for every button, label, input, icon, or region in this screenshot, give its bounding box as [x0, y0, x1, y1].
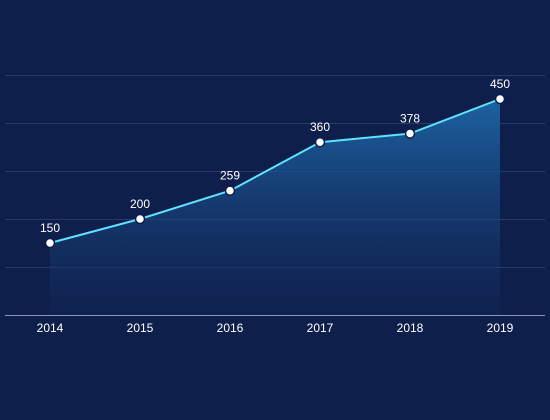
x-tick-label-2016: 2016	[217, 321, 244, 335]
x-tick-label-2019: 2019	[487, 321, 514, 335]
x-tick-label-2014: 2014	[37, 321, 64, 335]
data-label-2018: 378	[400, 112, 420, 126]
data-label-2017: 360	[310, 120, 330, 134]
x-tick-label-2017: 2017	[307, 321, 334, 335]
series-line	[49, 98, 501, 244]
data-point-2018	[404, 128, 416, 139]
x-tick-label-2015: 2015	[127, 321, 154, 335]
data-point-2015	[134, 213, 146, 225]
x-tick-label-2018: 2018	[397, 321, 424, 335]
points-layer	[44, 93, 506, 249]
x-tick-labels-layer: 2014 2015 2016 2017 2018 2019	[37, 321, 514, 335]
data-point-2019	[494, 93, 506, 105]
data-label-2015: 200	[130, 197, 150, 211]
data-point-2016	[224, 185, 236, 196]
data-labels-layer: 150 200 259 360 378 450	[40, 77, 510, 235]
data-point-2017	[314, 136, 326, 148]
data-label-2019: 450	[490, 77, 510, 91]
data-label-2014: 150	[40, 221, 60, 235]
area-fill	[50, 99, 500, 315]
data-point-2014	[44, 237, 56, 249]
data-label-2016: 259	[220, 169, 240, 183]
